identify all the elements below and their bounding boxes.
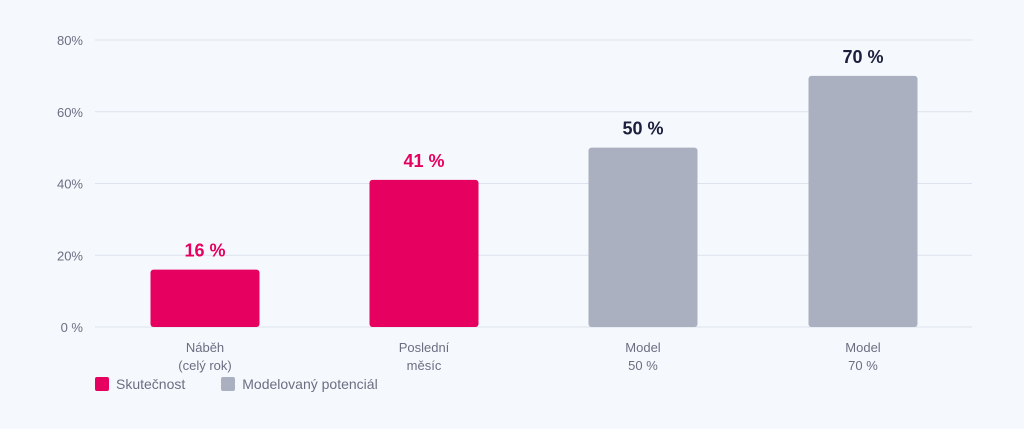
x-tick-label: měsíc — [407, 358, 442, 373]
x-tick-label: Poslední — [399, 340, 450, 355]
x-axis-ticks: Náběh (celý rok) Poslední měsíc Model 50 % Mod… — [178, 340, 881, 373]
legend-item-actual: Skutečnost — [95, 376, 185, 392]
y-tick-label: 60% — [57, 105, 83, 120]
y-tick-label: 40% — [57, 177, 83, 192]
legend-swatch-model — [221, 377, 236, 391]
legend-label-model: Modelovaný potenciál — [242, 376, 378, 392]
data-label: 50 % — [622, 119, 663, 139]
legend-swatch-actual — [95, 377, 109, 391]
y-tick-label: 80% — [57, 33, 83, 48]
bar — [588, 147, 698, 327]
legend-label-actual: Skutečnost — [116, 376, 186, 392]
y-tick-label: 0 % — [61, 320, 84, 335]
legend: Skutečnost Modelovaný potenciál — [95, 376, 378, 392]
x-tick-label: Náběh — [186, 340, 224, 355]
data-label: 41 % — [403, 151, 444, 171]
legend-item-model: Modelovaný potenciál — [221, 376, 378, 392]
data-label: 16 % — [184, 241, 225, 261]
data-labels: 16 % 41 % 50 % 70 % — [184, 47, 883, 261]
x-tick-label: 50 % — [628, 358, 658, 373]
data-label: 70 % — [842, 47, 883, 67]
bar — [369, 179, 479, 327]
y-axis-ticks: 0 % 20% 40% 60% 80% — [57, 33, 83, 335]
y-tick-label: 20% — [57, 248, 83, 263]
bar — [808, 75, 918, 327]
x-tick-label: 70 % — [848, 358, 878, 373]
x-tick-label: (celý rok) — [178, 358, 231, 373]
bar — [150, 269, 260, 327]
bars — [150, 75, 918, 327]
x-tick-label: Model — [845, 340, 881, 355]
x-tick-label: Model — [625, 340, 661, 355]
